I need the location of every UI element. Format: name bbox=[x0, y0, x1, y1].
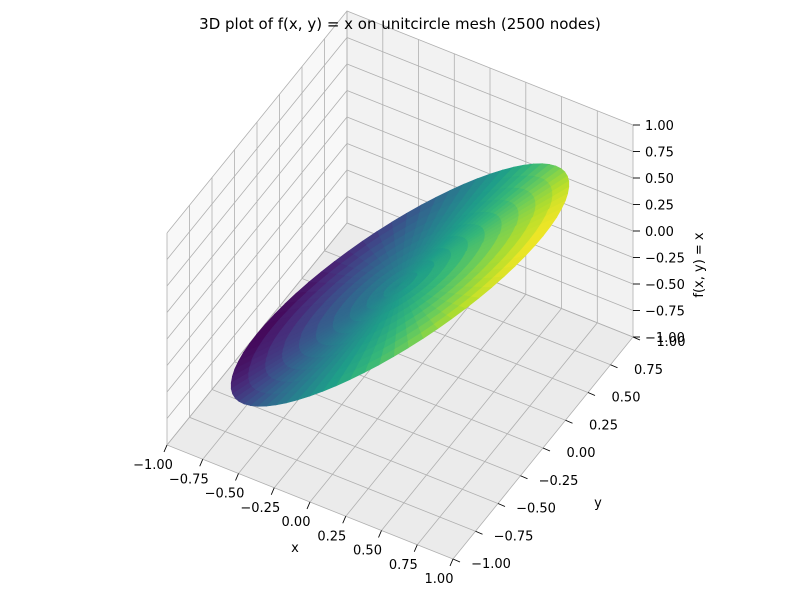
y-tick-mark bbox=[452, 558, 461, 563]
z-axis-label: f(x, y) = x bbox=[692, 232, 707, 298]
y-tick-label: 0.50 bbox=[612, 391, 641, 406]
chart-title-text: 3D plot of f(x, y) = x on unitcircle mes… bbox=[199, 15, 601, 33]
x-tick-mark bbox=[163, 444, 168, 453]
y-gridline bbox=[324, 38, 611, 366]
y-axis-label: y bbox=[594, 496, 602, 511]
z-tick-label: −0.50 bbox=[645, 278, 685, 293]
y-tick-mark bbox=[565, 419, 573, 424]
y-gridline bbox=[301, 66, 589, 393]
z-gridline bbox=[166, 10, 634, 234]
x-tick-mark bbox=[449, 558, 454, 567]
x-tick-label: −0.75 bbox=[169, 472, 209, 487]
x-axis-label: x bbox=[291, 541, 299, 556]
y-gridline bbox=[189, 205, 476, 532]
x-tick-label: 0.00 bbox=[282, 515, 311, 530]
x-tick-label: −1.00 bbox=[133, 458, 173, 473]
y-gridline bbox=[346, 11, 634, 338]
y-tick-mark bbox=[587, 392, 596, 396]
z-tick-label: −1.00 bbox=[645, 331, 685, 346]
y-tick-label: −1.00 bbox=[471, 557, 511, 572]
x-tick-mark bbox=[413, 544, 418, 552]
y-tick-label: −0.75 bbox=[494, 529, 534, 544]
y-tick-label: −0.50 bbox=[516, 502, 556, 517]
x-tick-mark bbox=[235, 473, 239, 481]
y-tick-mark bbox=[520, 475, 528, 480]
z-tick-label: 0.00 bbox=[645, 225, 674, 240]
x-tick-label: −0.50 bbox=[205, 487, 245, 502]
y-tick-mark bbox=[610, 364, 618, 369]
surface-plot bbox=[230, 163, 570, 407]
y-tick-label: 0.75 bbox=[634, 363, 663, 378]
z-tick-label: 1.00 bbox=[645, 119, 674, 134]
y-tick-label: −0.25 bbox=[539, 474, 579, 489]
z-tick-label: 0.50 bbox=[645, 172, 674, 187]
y-gridline bbox=[234, 149, 521, 477]
surface-face bbox=[349, 363, 369, 381]
y-tick-mark bbox=[542, 447, 551, 452]
x-tick-label: 1.00 bbox=[425, 572, 454, 587]
x-tick-mark bbox=[270, 487, 275, 495]
z-tick-label: −0.25 bbox=[645, 252, 685, 267]
z-tick-label: 0.75 bbox=[645, 146, 674, 161]
y-gridline bbox=[211, 177, 499, 504]
x-tick-mark bbox=[306, 501, 311, 510]
x-tick-mark bbox=[342, 516, 347, 524]
x-tick-label: 0.75 bbox=[389, 558, 418, 573]
z-tick-label: −0.75 bbox=[645, 305, 685, 320]
x-tick-mark bbox=[199, 459, 204, 467]
x-tick-label: 0.50 bbox=[353, 544, 382, 559]
x-tick-label: −0.25 bbox=[240, 501, 280, 516]
axes-ticks: −1.00−1.00−1.00−0.75−0.75−0.75−0.50−0.50… bbox=[133, 119, 685, 587]
y-tick-label: 0.25 bbox=[589, 418, 618, 433]
y-tick-mark bbox=[497, 503, 506, 507]
z-tick-label: 0.25 bbox=[645, 199, 674, 214]
y-tick-mark bbox=[475, 530, 483, 535]
x-tick-label: 0.25 bbox=[317, 529, 346, 544]
y-tick-label: 1.00 bbox=[657, 335, 686, 350]
y-gridline bbox=[279, 94, 566, 421]
x-tick-mark bbox=[378, 530, 382, 538]
y-tick-mark bbox=[632, 336, 641, 341]
chart-title: 3D plot of f(x, y) = x on unitcircle mes… bbox=[199, 15, 601, 33]
y-tick-label: 0.00 bbox=[567, 446, 596, 461]
